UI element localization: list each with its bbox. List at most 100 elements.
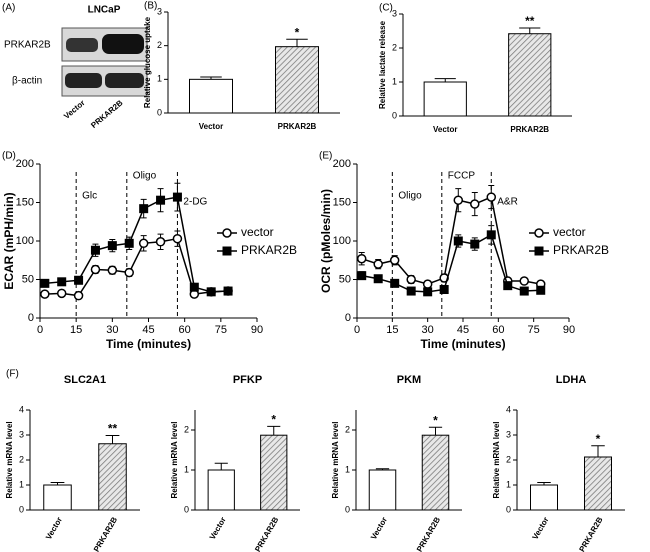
point	[107, 265, 118, 276]
x-tick-label: Vector	[531, 516, 551, 542]
bar	[43, 484, 72, 511]
legend-label: PRKAR2B	[553, 243, 609, 257]
series-line	[44, 237, 229, 297]
blot-row-label: β-actin	[12, 76, 42, 87]
legend-marker	[222, 228, 232, 238]
point	[373, 259, 383, 269]
x-tick-label: Vector	[44, 516, 64, 542]
point	[56, 288, 67, 299]
x-tick-label: 15	[386, 324, 398, 336]
point	[406, 274, 416, 285]
y-axis-label: OCR (pMoles/min)	[319, 189, 333, 293]
chart-title: SLC2A1	[64, 374, 106, 386]
y-tick-label: 4	[19, 404, 24, 414]
significance-label: *	[295, 25, 300, 39]
point	[73, 290, 84, 301]
bar	[368, 469, 397, 511]
y-tick-label: 3	[506, 429, 511, 439]
x-tick-label: 90	[563, 324, 575, 336]
x-tick-label: 60	[492, 324, 504, 336]
bar	[421, 434, 450, 511]
y-tick-label: 0	[345, 312, 351, 324]
y-tick-label: 50	[22, 273, 34, 285]
y-tick-label: 2	[506, 454, 511, 464]
point	[486, 230, 496, 240]
y-axis-label: Relative mRNA level	[331, 421, 340, 498]
bar	[530, 484, 558, 511]
y-axis-label: Relative mRNA level	[170, 421, 179, 498]
point	[486, 192, 497, 202]
blot-band	[105, 73, 144, 88]
y-tick-label: 0	[345, 504, 350, 514]
significance-label: *	[596, 432, 601, 446]
x-tick-label: PRKAR2B	[577, 515, 604, 552]
series-line	[361, 196, 541, 285]
x-tick-label: PRKAR2B	[278, 122, 317, 131]
point	[470, 239, 480, 249]
bar	[584, 456, 612, 511]
y-tick-label: 100	[16, 235, 34, 247]
error-bar	[50, 482, 65, 485]
point	[453, 236, 463, 246]
error-bar	[267, 425, 281, 436]
error-bar	[434, 78, 456, 82]
point	[389, 255, 400, 265]
error-bar	[537, 482, 551, 485]
chart-title: PFKP	[233, 374, 262, 386]
event-label: Oligo	[398, 191, 422, 202]
y-axis-label: Relative mRNA level	[5, 421, 14, 498]
y-tick-label: 0	[157, 107, 162, 117]
x-tick-label: PRKAR2B	[92, 515, 119, 552]
error-bar	[375, 468, 390, 470]
x-tick-label: Vector	[199, 122, 223, 131]
significance-label: *	[271, 413, 276, 427]
point	[453, 195, 464, 205]
point	[57, 277, 67, 287]
lane-label: Vector	[62, 98, 87, 121]
x-tick-label: Vector	[208, 516, 228, 542]
x-tick-label: 45	[457, 324, 469, 336]
y-tick-label: 50	[339, 273, 351, 285]
bar	[275, 46, 319, 114]
legend-label: PRKAR2B	[241, 243, 297, 257]
blot-title: LNCaP	[88, 5, 121, 16]
x-tick-label: 45	[142, 324, 154, 336]
y-axis-label: Relative lactate release	[378, 20, 387, 109]
point	[536, 285, 546, 295]
chart-title: PKM	[397, 374, 421, 386]
y-tick-label: 3	[157, 6, 162, 16]
point	[90, 264, 101, 275]
point	[40, 278, 50, 288]
point	[519, 276, 529, 286]
x-tick-label: PRKAR2B	[253, 515, 280, 552]
y-tick-label: 4	[506, 404, 511, 414]
legend-label: vector	[241, 225, 274, 239]
panel-label: (F)	[6, 369, 19, 380]
error-bar	[214, 462, 228, 470]
y-tick-label: 0	[184, 504, 189, 514]
bar	[508, 33, 552, 117]
x-tick-label: 60	[179, 324, 191, 336]
panel-label: (D)	[2, 151, 16, 162]
point	[138, 238, 149, 249]
legend-marker	[534, 228, 544, 238]
point	[124, 238, 134, 248]
chart-title: LDHA	[556, 374, 587, 386]
point	[124, 267, 134, 278]
blot-band	[66, 38, 98, 52]
point	[155, 237, 166, 247]
x-tick-label: 30	[422, 324, 434, 336]
lane-label: PRKAR2B	[89, 98, 125, 130]
point	[223, 286, 233, 296]
y-tick-label: 200	[333, 158, 351, 170]
point	[470, 199, 480, 209]
x-tick-label: 15	[70, 324, 82, 336]
y-tick-label: 0	[19, 504, 24, 514]
y-tick-label: 1	[345, 464, 350, 474]
bar	[98, 443, 127, 511]
point	[373, 274, 383, 284]
bar	[260, 434, 288, 511]
point	[172, 192, 182, 202]
